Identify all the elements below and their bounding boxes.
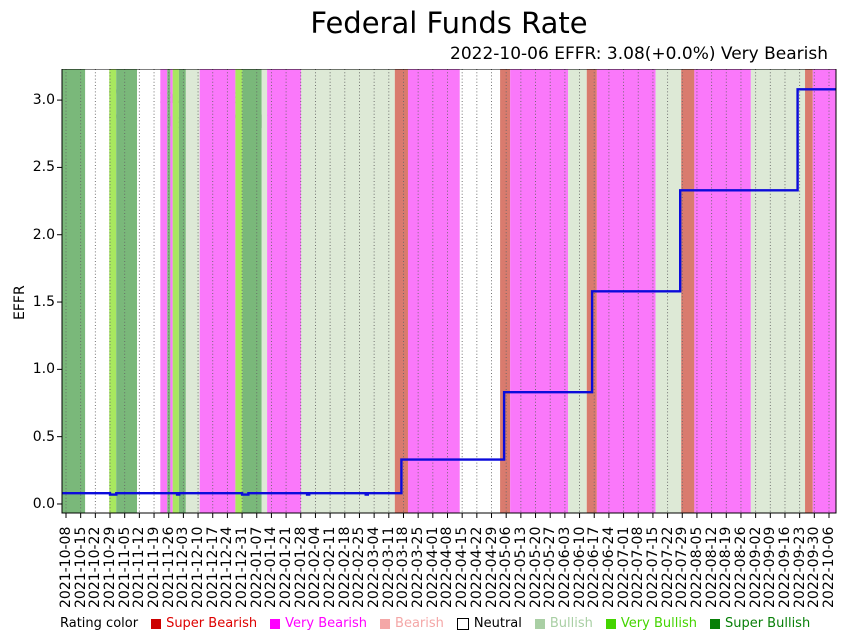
x-tick-label: 2022-06-17 — [586, 526, 603, 608]
rating-band-super_bullish — [242, 69, 262, 513]
legend-item-very_bearish: Very Bearish — [270, 616, 367, 631]
rating-band-super_bearish — [681, 69, 695, 513]
legend-item-bullish: Bullish — [534, 616, 593, 631]
x-tick-label: 2022-06-24 — [600, 526, 617, 608]
x-tick-label: 2021-12-31 — [234, 526, 251, 608]
rating-band-very_bearish — [510, 69, 569, 513]
legend-item-bearish: Bearish — [380, 616, 444, 631]
rating-band-very_bearish — [694, 69, 751, 513]
legend-item-label: Very Bullish — [620, 616, 697, 631]
y-tick-label: 3.0 — [32, 92, 55, 109]
chart-title: Federal Funds Rate — [310, 6, 588, 40]
super_bullish-swatch-icon — [709, 618, 720, 629]
x-tick-label: 2022-05-13 — [512, 526, 529, 608]
x-tick-label: 2021-10-29 — [102, 526, 119, 608]
x-tick-label: 2022-05-06 — [498, 526, 515, 608]
rating-band-very_bearish — [160, 69, 168, 513]
x-tick-label: 2022-08-05 — [688, 526, 705, 608]
x-tick-label: 2022-04-15 — [454, 526, 471, 608]
effr-step-line — [62, 88, 836, 496]
rating-band-bullish — [568, 69, 587, 513]
rating-band-super_bearish — [500, 69, 511, 513]
legend-item-label: Super Bearish — [166, 616, 258, 631]
rating-band-bullish — [301, 69, 395, 513]
rating-band-super_bullish — [167, 69, 171, 513]
chart-canvas — [57, 69, 837, 518]
rating-band-neutral — [459, 69, 501, 513]
rating-band-very_bearish — [407, 69, 460, 513]
rating-band-very_bearish — [170, 69, 173, 513]
x-tick-label: 2022-09-16 — [776, 526, 793, 608]
legend-item-label: Bullish — [549, 616, 593, 631]
rating-band-super_bearish — [805, 69, 813, 513]
legend-item-label: Neutral — [473, 616, 522, 631]
rating-band-super_bullish — [178, 69, 186, 513]
x-tick-label: 2022-08-26 — [732, 526, 749, 608]
x-tick-label: 2021-11-19 — [146, 526, 163, 608]
y-tick-label: 1.0 — [32, 361, 55, 378]
rating-band-very_bearish — [267, 69, 302, 513]
x-tick-label: 2022-02-11 — [322, 526, 339, 608]
x-tick-label: 2021-10-08 — [58, 526, 74, 608]
y-tick-label: 0.5 — [32, 428, 55, 445]
x-tick-label: 2021-12-10 — [190, 526, 207, 608]
rating-band-super_bullish — [116, 69, 138, 513]
x-tick-label: 2022-05-27 — [542, 526, 559, 608]
y-tick-label: 2.0 — [32, 226, 55, 243]
x-tick-label: 2022-10-06 — [820, 526, 837, 608]
legend-item-label: Bearish — [395, 616, 444, 631]
rating-band-very_bullish — [172, 69, 179, 513]
rating-band-very_bearish — [812, 69, 836, 513]
x-tick-label: 2022-03-25 — [410, 526, 427, 608]
x-tick-label: 2022-04-22 — [468, 526, 485, 608]
legend-title: Rating color — [60, 616, 139, 631]
rating-band-neutral — [137, 69, 161, 513]
rating-band-neutral — [85, 69, 110, 513]
rating-band-bullish — [185, 69, 200, 513]
very_bearish-swatch-icon — [270, 618, 281, 629]
legend-item-very_bullish: Very Bullish — [605, 616, 697, 631]
y-tick-label: 0.0 — [32, 495, 55, 512]
y-tick-label: 2.5 — [32, 159, 55, 176]
neutral-swatch-icon — [456, 617, 469, 630]
plot-border — [61, 69, 837, 514]
legend-item-super_bullish: Super Bullish — [709, 616, 811, 631]
y-tick-label: 1.5 — [32, 294, 55, 311]
super_bearish-swatch-icon — [151, 618, 162, 629]
legend-item-neutral: Neutral — [456, 616, 522, 631]
x-tick-label: 2022-03-04 — [366, 526, 383, 608]
legend-item-label: Very Bearish — [285, 616, 368, 631]
rating-legend: Rating color Super Bearish Very Bearish Be… — [60, 616, 840, 631]
x-tick-label: 2022-06-03 — [556, 526, 573, 608]
rating-band-very_bullish — [109, 69, 117, 513]
rating-band-very_bearish — [199, 69, 236, 513]
rating-band-bullish — [261, 69, 268, 513]
very_bullish-swatch-icon — [605, 618, 616, 629]
x-tick-label: 2022-07-08 — [630, 526, 647, 608]
legend-item-label: Super Bullish — [724, 616, 811, 631]
rating-band-super_bullish — [62, 69, 86, 513]
rating-band-super_bearish — [394, 69, 408, 513]
bearish-swatch-icon — [380, 618, 391, 629]
x-tick-label: 2022-01-21 — [278, 526, 295, 608]
bullish-swatch-icon — [534, 618, 545, 629]
chart-subtitle: 2022-10-06 EFFR: 3.08(+0.0%) Very Bearis… — [450, 44, 828, 64]
rating-band-bullish — [750, 69, 806, 513]
rating-band-very_bullish — [235, 69, 243, 513]
legend-item-super_bearish: Super Bearish — [151, 616, 257, 631]
x-tick-label: 2022-07-15 — [644, 526, 661, 608]
